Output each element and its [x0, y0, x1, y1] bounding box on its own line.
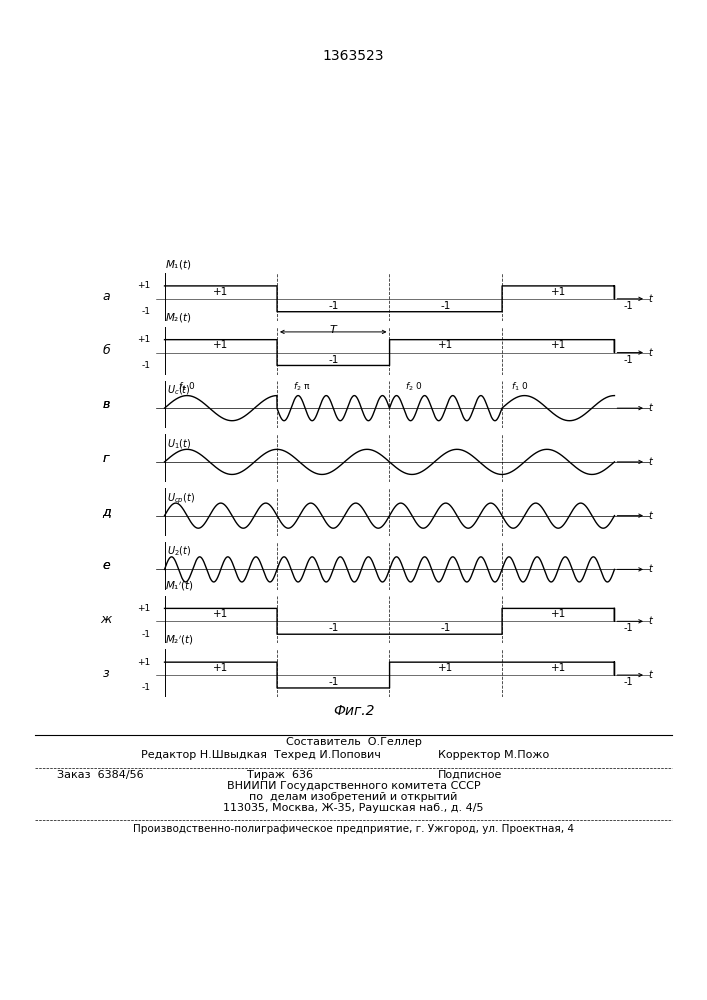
Text: -1: -1 — [141, 361, 151, 370]
Text: t: t — [648, 457, 652, 467]
Text: в: в — [103, 398, 110, 411]
Text: +1: +1 — [551, 340, 566, 350]
Text: д: д — [102, 505, 110, 518]
Text: $f_1$ 0: $f_1$ 0 — [511, 381, 528, 393]
Text: t: t — [648, 403, 652, 413]
Text: +1: +1 — [137, 335, 151, 344]
Text: $U_c(t)$: $U_c(t)$ — [167, 384, 190, 397]
Text: Подписное: Подписное — [438, 770, 503, 780]
Text: в: в — [103, 398, 110, 411]
Text: а: а — [103, 290, 110, 303]
Text: t: t — [648, 670, 652, 680]
Text: $f_2$ 0: $f_2$ 0 — [405, 381, 423, 393]
Text: $M₁(t)$: $M₁(t)$ — [165, 258, 192, 271]
Text: Тираж  636: Тираж 636 — [247, 770, 313, 780]
Text: +1: +1 — [137, 658, 151, 667]
Text: 1363523: 1363523 — [323, 49, 384, 63]
Text: -1: -1 — [141, 630, 151, 639]
Text: -1: -1 — [328, 677, 339, 687]
Text: Составитель  О.Геллер: Составитель О.Геллер — [286, 737, 421, 747]
Text: T: T — [330, 325, 337, 335]
Text: +1: +1 — [438, 663, 453, 673]
Text: г: г — [103, 452, 110, 465]
Text: +1: +1 — [213, 663, 228, 673]
Text: -1: -1 — [624, 301, 633, 311]
Text: -1: -1 — [624, 677, 633, 687]
Text: 113035, Москва, Ж-35, Раушская наб., д. 4/5: 113035, Москва, Ж-35, Раушская наб., д. … — [223, 803, 484, 813]
Text: $M₁'(t)$: $M₁'(t)$ — [165, 580, 194, 593]
Text: д: д — [102, 505, 110, 518]
Text: -1: -1 — [624, 623, 633, 633]
Text: Производственно-полиграфическое предприятие, г. Ужгород, ул. Проектная, 4: Производственно-полиграфическое предприя… — [133, 824, 574, 834]
Text: +1: +1 — [213, 609, 228, 619]
Text: ж: ж — [100, 613, 112, 626]
Text: -1: -1 — [328, 301, 339, 311]
Text: t: t — [648, 511, 652, 521]
Text: б: б — [103, 344, 110, 357]
Text: -1: -1 — [328, 355, 339, 365]
Text: +1: +1 — [137, 281, 151, 290]
Text: по  делам изобретений и открытий: по делам изобретений и открытий — [250, 792, 457, 802]
Text: -1: -1 — [440, 301, 451, 311]
Text: Фиг.2: Фиг.2 — [333, 704, 374, 718]
Text: $U_2(t)$: $U_2(t)$ — [167, 545, 191, 558]
Text: Заказ  6384/56: Заказ 6384/56 — [57, 770, 144, 780]
Text: +1: +1 — [551, 287, 566, 297]
Text: $M₂'(t)$: $M₂'(t)$ — [165, 633, 194, 647]
Text: $f_2$ π: $f_2$ π — [293, 381, 310, 393]
Text: +1: +1 — [213, 340, 228, 350]
Text: -1: -1 — [624, 355, 633, 365]
Text: -1: -1 — [141, 683, 151, 692]
Text: -1: -1 — [440, 623, 451, 633]
Text: $U_{cp}(t)$: $U_{cp}(t)$ — [167, 491, 195, 506]
Text: t: t — [648, 348, 652, 358]
Text: -1: -1 — [328, 623, 339, 633]
Text: t: t — [648, 294, 652, 304]
Text: Корректор М.Пожо: Корректор М.Пожо — [438, 750, 549, 760]
Text: г: г — [103, 452, 110, 465]
Text: $M₂(t)$: $M₂(t)$ — [165, 311, 192, 324]
Text: +1: +1 — [137, 604, 151, 613]
Text: +1: +1 — [551, 663, 566, 673]
Text: з: з — [103, 667, 110, 680]
Text: е: е — [103, 559, 110, 572]
Text: Редактор Н.Швыдкая  Техред И.Попович: Редактор Н.Швыдкая Техред И.Попович — [141, 750, 381, 760]
Text: t: t — [648, 564, 652, 574]
Text: $U_1(t)$: $U_1(t)$ — [167, 437, 191, 451]
Text: t: t — [648, 616, 652, 626]
Text: $f_1$ 0: $f_1$ 0 — [178, 381, 195, 393]
Text: -1: -1 — [141, 307, 151, 316]
Text: е: е — [103, 559, 110, 572]
Text: ВНИИПИ Государственного комитета СССР: ВНИИПИ Государственного комитета СССР — [227, 781, 480, 791]
Text: +1: +1 — [438, 340, 453, 350]
Text: +1: +1 — [551, 609, 566, 619]
Text: +1: +1 — [213, 287, 228, 297]
